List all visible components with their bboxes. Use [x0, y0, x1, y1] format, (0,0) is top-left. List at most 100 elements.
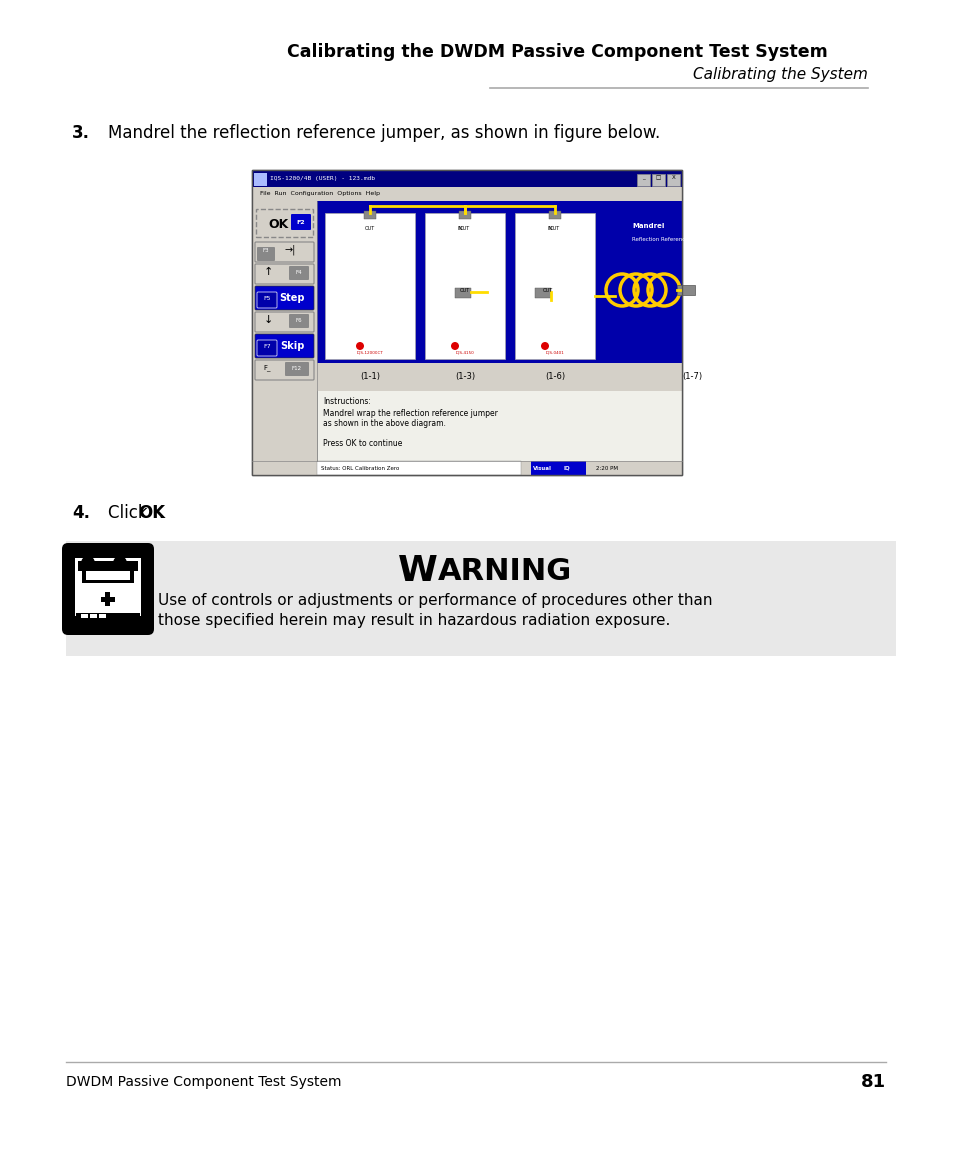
- FancyBboxPatch shape: [256, 340, 276, 356]
- Text: Use of controls or adjustments or performance of procedures other than: Use of controls or adjustments or perfor…: [158, 593, 712, 608]
- Circle shape: [540, 342, 548, 350]
- Text: Visual: Visual: [533, 466, 552, 471]
- Text: F2: F2: [296, 219, 305, 225]
- Bar: [106, 592, 111, 606]
- Bar: [316, 201, 681, 363]
- Text: IQS-0401: IQS-0401: [545, 351, 564, 355]
- Circle shape: [81, 556, 95, 570]
- Text: (1-7): (1-7): [681, 372, 701, 381]
- Text: OUT: OUT: [459, 289, 470, 293]
- Bar: [81, 614, 88, 618]
- FancyBboxPatch shape: [75, 557, 141, 615]
- Bar: [548, 211, 560, 219]
- Text: (1-3): (1-3): [455, 372, 475, 381]
- Bar: [86, 566, 130, 580]
- Text: _: _: [641, 175, 644, 180]
- Text: File  Run  Configuration  Options  Help: File Run Configuration Options Help: [260, 191, 379, 197]
- Bar: [252, 170, 681, 187]
- FancyBboxPatch shape: [289, 314, 309, 328]
- Text: Click: Click: [108, 504, 152, 522]
- Text: Step: Step: [279, 293, 304, 302]
- FancyBboxPatch shape: [291, 214, 311, 229]
- Text: Press OK to continue: Press OK to continue: [323, 438, 402, 447]
- Text: 3.: 3.: [71, 124, 90, 143]
- FancyBboxPatch shape: [289, 267, 309, 280]
- Text: F5: F5: [263, 296, 271, 300]
- FancyBboxPatch shape: [254, 312, 314, 331]
- FancyBboxPatch shape: [254, 242, 314, 262]
- FancyBboxPatch shape: [254, 286, 314, 309]
- Bar: [252, 170, 681, 475]
- FancyBboxPatch shape: [62, 544, 153, 635]
- Text: OUT: OUT: [549, 226, 559, 232]
- Text: ↓: ↓: [263, 315, 273, 325]
- Text: 2:20 PM: 2:20 PM: [596, 466, 618, 471]
- Bar: [90, 614, 97, 618]
- Bar: [531, 461, 586, 475]
- Text: F12: F12: [292, 366, 302, 372]
- Text: Calibrating the DWDM Passive Component Test System: Calibrating the DWDM Passive Component T…: [286, 43, 826, 61]
- Bar: [316, 363, 681, 391]
- Bar: [424, 213, 504, 359]
- Text: F4: F4: [295, 270, 302, 276]
- Bar: [253, 173, 267, 185]
- Bar: [252, 187, 681, 201]
- Text: OUT: OUT: [542, 289, 553, 293]
- FancyBboxPatch shape: [256, 292, 276, 308]
- Bar: [455, 287, 471, 298]
- Text: □: □: [655, 175, 660, 180]
- Text: OK: OK: [268, 219, 288, 232]
- Circle shape: [355, 342, 364, 350]
- Text: ↑: ↑: [263, 267, 273, 277]
- Text: OK: OK: [138, 504, 165, 522]
- Text: F_: F_: [263, 365, 271, 371]
- Bar: [252, 201, 316, 461]
- Bar: [76, 613, 140, 619]
- Text: Status: ORL Calibration Zero: Status: ORL Calibration Zero: [320, 466, 399, 471]
- Text: those specified herein may result in hazardous radiation exposure.: those specified herein may result in haz…: [158, 613, 670, 628]
- Bar: [364, 211, 375, 219]
- Text: Instructions:: Instructions:: [323, 396, 371, 406]
- Circle shape: [451, 342, 458, 350]
- FancyBboxPatch shape: [256, 247, 274, 261]
- Text: IQS-4150: IQS-4150: [456, 351, 474, 355]
- Circle shape: [112, 556, 127, 570]
- FancyBboxPatch shape: [285, 362, 309, 376]
- Bar: [677, 285, 695, 296]
- Text: W: W: [397, 554, 437, 588]
- Bar: [651, 174, 664, 185]
- Text: Reflection Reference Jumper: Reflection Reference Jumper: [631, 236, 709, 241]
- FancyBboxPatch shape: [254, 360, 314, 380]
- Text: Skip: Skip: [279, 341, 304, 351]
- Bar: [99, 614, 106, 618]
- Text: F6: F6: [295, 319, 302, 323]
- Text: 81: 81: [860, 1073, 885, 1091]
- Text: IN: IN: [547, 226, 552, 232]
- Text: (1-6): (1-6): [544, 372, 564, 381]
- Bar: [325, 213, 415, 359]
- Text: →|: →|: [284, 245, 295, 255]
- Text: OUT: OUT: [459, 226, 470, 232]
- Text: Mandrel the reflection reference jumper, as shown in figure below.: Mandrel the reflection reference jumper,…: [108, 124, 659, 143]
- Text: 4.: 4.: [71, 504, 90, 522]
- Text: Mandrel: Mandrel: [631, 223, 663, 229]
- Bar: [78, 561, 138, 571]
- Text: OUT: OUT: [364, 226, 375, 232]
- Text: IN: IN: [456, 226, 462, 232]
- Text: IQ: IQ: [563, 466, 570, 471]
- Text: F7: F7: [263, 343, 271, 349]
- Text: ARNING: ARNING: [437, 556, 572, 585]
- Bar: [637, 174, 649, 185]
- Text: IQS-12000CT: IQS-12000CT: [356, 351, 383, 355]
- Text: F3: F3: [262, 248, 269, 253]
- Bar: [458, 211, 471, 219]
- Text: IQS-1200/4B (USER) - 123.mdb: IQS-1200/4B (USER) - 123.mdb: [270, 176, 375, 181]
- Bar: [252, 170, 681, 475]
- Bar: [515, 213, 595, 359]
- Text: as shown in the above diagram.: as shown in the above diagram.: [323, 420, 445, 429]
- Bar: [101, 597, 115, 602]
- Bar: [66, 541, 895, 656]
- Bar: [82, 563, 133, 583]
- Bar: [316, 461, 521, 475]
- Text: (1-1): (1-1): [359, 372, 379, 381]
